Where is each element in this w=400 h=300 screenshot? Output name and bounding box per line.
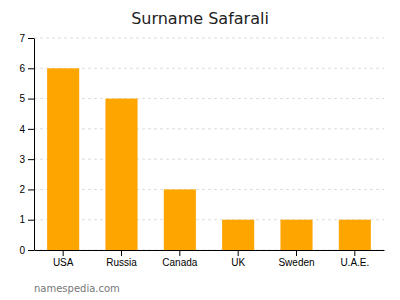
axis-domain bbox=[34, 39, 35, 251]
grid-line bbox=[34, 219, 384, 220]
x-tick-mark bbox=[296, 250, 297, 256]
y-tick-mark bbox=[28, 159, 34, 160]
y-tick: 2 bbox=[19, 184, 34, 195]
x-tick-label: Russia bbox=[106, 257, 137, 268]
y-tick-label: 2 bbox=[19, 184, 25, 195]
y-tick-label: 6 bbox=[19, 63, 25, 74]
y-tick-mark bbox=[28, 250, 34, 251]
x-tick-label: Sweden bbox=[278, 257, 314, 268]
grid-line bbox=[34, 128, 384, 129]
footer: namespedia.com bbox=[34, 283, 120, 294]
y-tick: 0 bbox=[19, 245, 34, 256]
y-tick-label: 7 bbox=[19, 33, 25, 44]
x-tick-label: UK bbox=[231, 257, 245, 268]
grid-line bbox=[34, 68, 384, 69]
grid-line bbox=[34, 98, 384, 99]
x-tick: U.A.E. bbox=[340, 250, 369, 268]
x-tick-mark bbox=[121, 250, 122, 256]
bar bbox=[164, 189, 196, 250]
y-tick-mark bbox=[28, 220, 34, 221]
y-tick: 4 bbox=[19, 124, 34, 135]
bar bbox=[222, 220, 254, 250]
y-tick-mark bbox=[28, 189, 34, 190]
y-tick: 1 bbox=[19, 214, 34, 225]
x-tick: USA bbox=[53, 250, 74, 268]
grid-line bbox=[34, 189, 384, 190]
y-tick: 7 bbox=[19, 33, 34, 44]
y-tick: 5 bbox=[19, 93, 34, 104]
bar bbox=[280, 220, 312, 250]
x-tick: Russia bbox=[106, 250, 137, 268]
x-tick-label: USA bbox=[53, 257, 74, 268]
x-tick-mark bbox=[179, 250, 180, 256]
x-tick: UK bbox=[231, 250, 245, 268]
y-tick: 3 bbox=[19, 154, 34, 165]
x-tick-mark bbox=[63, 250, 64, 256]
x-tick: Canada bbox=[162, 250, 197, 268]
x-tick-mark bbox=[238, 250, 239, 256]
bar bbox=[105, 99, 137, 250]
grid-line bbox=[34, 38, 384, 39]
chart-container: USA Russia Canada UK Sweden U.A.E. 0 1 2 3 4 5 6 7 Sur… bbox=[0, 0, 400, 300]
y-tick-label: 5 bbox=[19, 93, 25, 104]
y-tick-label: 0 bbox=[19, 245, 25, 256]
y-axis: 0 1 2 3 4 5 6 7 bbox=[19, 33, 34, 256]
bar bbox=[339, 220, 371, 250]
y-tick-mark bbox=[28, 38, 34, 39]
grid-line bbox=[34, 250, 384, 251]
y-tick-mark bbox=[28, 129, 34, 130]
y-tick: 6 bbox=[19, 63, 34, 74]
x-axis: USA Russia Canada UK Sweden U.A.E. bbox=[35, 250, 385, 268]
y-tick-label: 3 bbox=[19, 154, 25, 165]
grid bbox=[34, 38, 384, 250]
y-tick-mark bbox=[28, 99, 34, 100]
x-tick-label: U.A.E. bbox=[340, 257, 369, 268]
y-tick-label: 1 bbox=[19, 214, 25, 225]
x-tick-label: Canada bbox=[162, 257, 197, 268]
title: Surname Safarali bbox=[131, 9, 269, 28]
y-tick-mark bbox=[28, 68, 34, 69]
y-tick-label: 4 bbox=[19, 124, 25, 135]
chart-svg: USA Russia Canada UK Sweden U.A.E. 0 1 2 3 4 5 6 7 Sur… bbox=[0, 0, 400, 300]
bars bbox=[47, 68, 371, 250]
axis-domain bbox=[35, 250, 385, 251]
grid-line bbox=[34, 159, 384, 160]
x-tick-mark bbox=[354, 250, 355, 256]
bar bbox=[47, 68, 79, 250]
x-tick: Sweden bbox=[278, 250, 314, 268]
